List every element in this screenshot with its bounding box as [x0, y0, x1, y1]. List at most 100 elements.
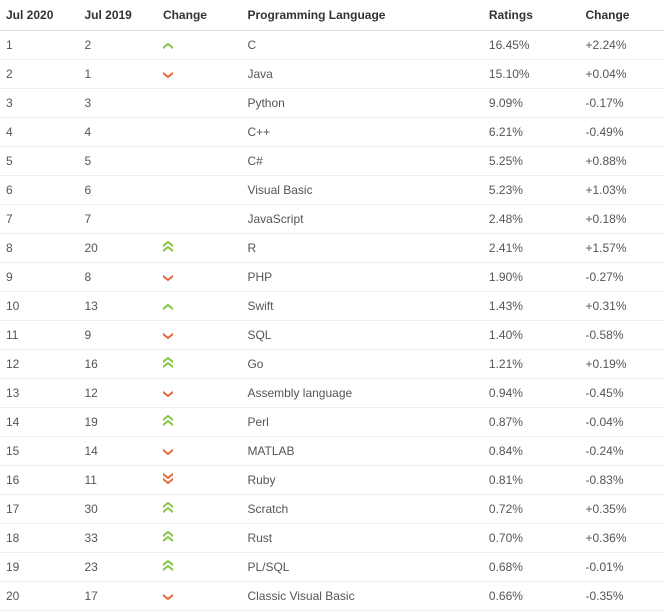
cell-change-icon: [157, 466, 242, 495]
cell-change-icon: [157, 582, 242, 611]
cell-language: Swift: [241, 292, 482, 321]
cell-change-pct: +0.18%: [579, 205, 664, 234]
cell-change-icon: [157, 408, 242, 437]
cell-ratings: 5.23%: [483, 176, 580, 205]
cell-language: C#: [241, 147, 482, 176]
table-row: 33Python9.09%-0.17%: [0, 89, 664, 118]
cell-change-icon: [157, 31, 242, 60]
cell-change-icon: [157, 263, 242, 292]
cell-change-pct: -0.49%: [579, 118, 664, 147]
cell-language: Scratch: [241, 495, 482, 524]
table-row: 1611 Ruby0.81%-0.83%: [0, 466, 664, 495]
table-row: 1730Scratch0.72%+0.35%: [0, 495, 664, 524]
cell-jul2019: 8: [78, 263, 156, 292]
cell-language: C++: [241, 118, 482, 147]
cell-jul2019: 4: [78, 118, 156, 147]
cell-ratings: 1.43%: [483, 292, 580, 321]
cell-change-pct: -0.83%: [579, 466, 664, 495]
cell-jul2019: 1: [78, 60, 156, 89]
chevron-up-icon: [163, 38, 173, 52]
cell-change-pct: +0.31%: [579, 292, 664, 321]
cell-jul2020: 7: [0, 205, 78, 234]
cell-ratings: 0.66%: [483, 582, 580, 611]
rankings-table: Jul 2020 Jul 2019 Change Programming Lan…: [0, 0, 664, 611]
cell-change-pct: +0.19%: [579, 350, 664, 379]
cell-language: Go: [241, 350, 482, 379]
cell-change-pct: -0.04%: [579, 408, 664, 437]
cell-language: Python: [241, 89, 482, 118]
cell-change-pct: -0.24%: [579, 437, 664, 466]
table-row: 820R2.41%+1.57%: [0, 234, 664, 263]
cell-jul2020: 4: [0, 118, 78, 147]
chevron-up-icon: [163, 299, 173, 313]
cell-ratings: 16.45%: [483, 31, 580, 60]
col-header-change: Change: [157, 0, 242, 31]
cell-jul2019: 20: [78, 234, 156, 263]
cell-change-pct: -0.45%: [579, 379, 664, 408]
cell-ratings: 0.81%: [483, 466, 580, 495]
cell-ratings: 6.21%: [483, 118, 580, 147]
cell-change-pct: -0.27%: [579, 263, 664, 292]
cell-ratings: 5.25%: [483, 147, 580, 176]
cell-change-icon: [157, 292, 242, 321]
cell-change-pct: -0.35%: [579, 582, 664, 611]
cell-jul2019: 30: [78, 495, 156, 524]
cell-change-pct: +0.88%: [579, 147, 664, 176]
cell-change-icon: [157, 437, 242, 466]
cell-jul2019: 33: [78, 524, 156, 553]
chevron-up-icon: [163, 531, 173, 545]
chevron-down-icon: [163, 386, 173, 400]
cell-jul2019: 2: [78, 31, 156, 60]
cell-jul2019: 17: [78, 582, 156, 611]
cell-ratings: 9.09%: [483, 89, 580, 118]
table-row: 77JavaScript2.48%+0.18%: [0, 205, 664, 234]
table-header-row: Jul 2020 Jul 2019 Change Programming Lan…: [0, 0, 664, 31]
table-row: 55C#5.25%+0.88%: [0, 147, 664, 176]
cell-language: Classic Visual Basic: [241, 582, 482, 611]
table-row: 1833Rust0.70%+0.36%: [0, 524, 664, 553]
cell-jul2020: 5: [0, 147, 78, 176]
cell-change-pct: +2.24%: [579, 31, 664, 60]
col-header-lang: Programming Language: [241, 0, 482, 31]
cell-jul2020: 1: [0, 31, 78, 60]
cell-language: Perl: [241, 408, 482, 437]
cell-jul2020: 16: [0, 466, 78, 495]
chevron-up-icon: [163, 241, 173, 255]
table-row: 98PHP1.90%-0.27%: [0, 263, 664, 292]
cell-jul2020: 11: [0, 321, 78, 350]
cell-language: Visual Basic: [241, 176, 482, 205]
table-row: 1923PL/SQL0.68%-0.01%: [0, 553, 664, 582]
cell-ratings: 0.87%: [483, 408, 580, 437]
cell-change-pct: +0.04%: [579, 60, 664, 89]
cell-language: Rust: [241, 524, 482, 553]
chevron-up-icon: [163, 502, 173, 516]
cell-ratings: 1.90%: [483, 263, 580, 292]
cell-language: MATLAB: [241, 437, 482, 466]
cell-jul2019: 7: [78, 205, 156, 234]
chevron-up-icon: [163, 357, 173, 371]
cell-ratings: 1.40%: [483, 321, 580, 350]
cell-jul2020: 6: [0, 176, 78, 205]
cell-change-icon: [157, 350, 242, 379]
cell-language: Ruby: [241, 466, 482, 495]
cell-change-icon: [157, 495, 242, 524]
table-row: 21Java15.10%+0.04%: [0, 60, 664, 89]
cell-change-pct: +1.57%: [579, 234, 664, 263]
col-header-jul2020: Jul 2020: [0, 0, 78, 31]
chevron-down-icon: [163, 444, 173, 458]
cell-change-pct: +1.03%: [579, 176, 664, 205]
cell-jul2020: 2: [0, 60, 78, 89]
table-row: 12 C16.45%+2.24%: [0, 31, 664, 60]
cell-change-pct: -0.58%: [579, 321, 664, 350]
cell-ratings: 0.94%: [483, 379, 580, 408]
table-row: 2017 Classic Visual Basic0.66%-0.35%: [0, 582, 664, 611]
cell-jul2020: 20: [0, 582, 78, 611]
cell-jul2019: 23: [78, 553, 156, 582]
cell-language: C: [241, 31, 482, 60]
chevron-down-icon: [163, 473, 173, 487]
cell-jul2020: 8: [0, 234, 78, 263]
cell-jul2019: 11: [78, 466, 156, 495]
cell-jul2020: 10: [0, 292, 78, 321]
cell-change-icon: [157, 321, 242, 350]
chevron-down-icon: [163, 589, 173, 603]
